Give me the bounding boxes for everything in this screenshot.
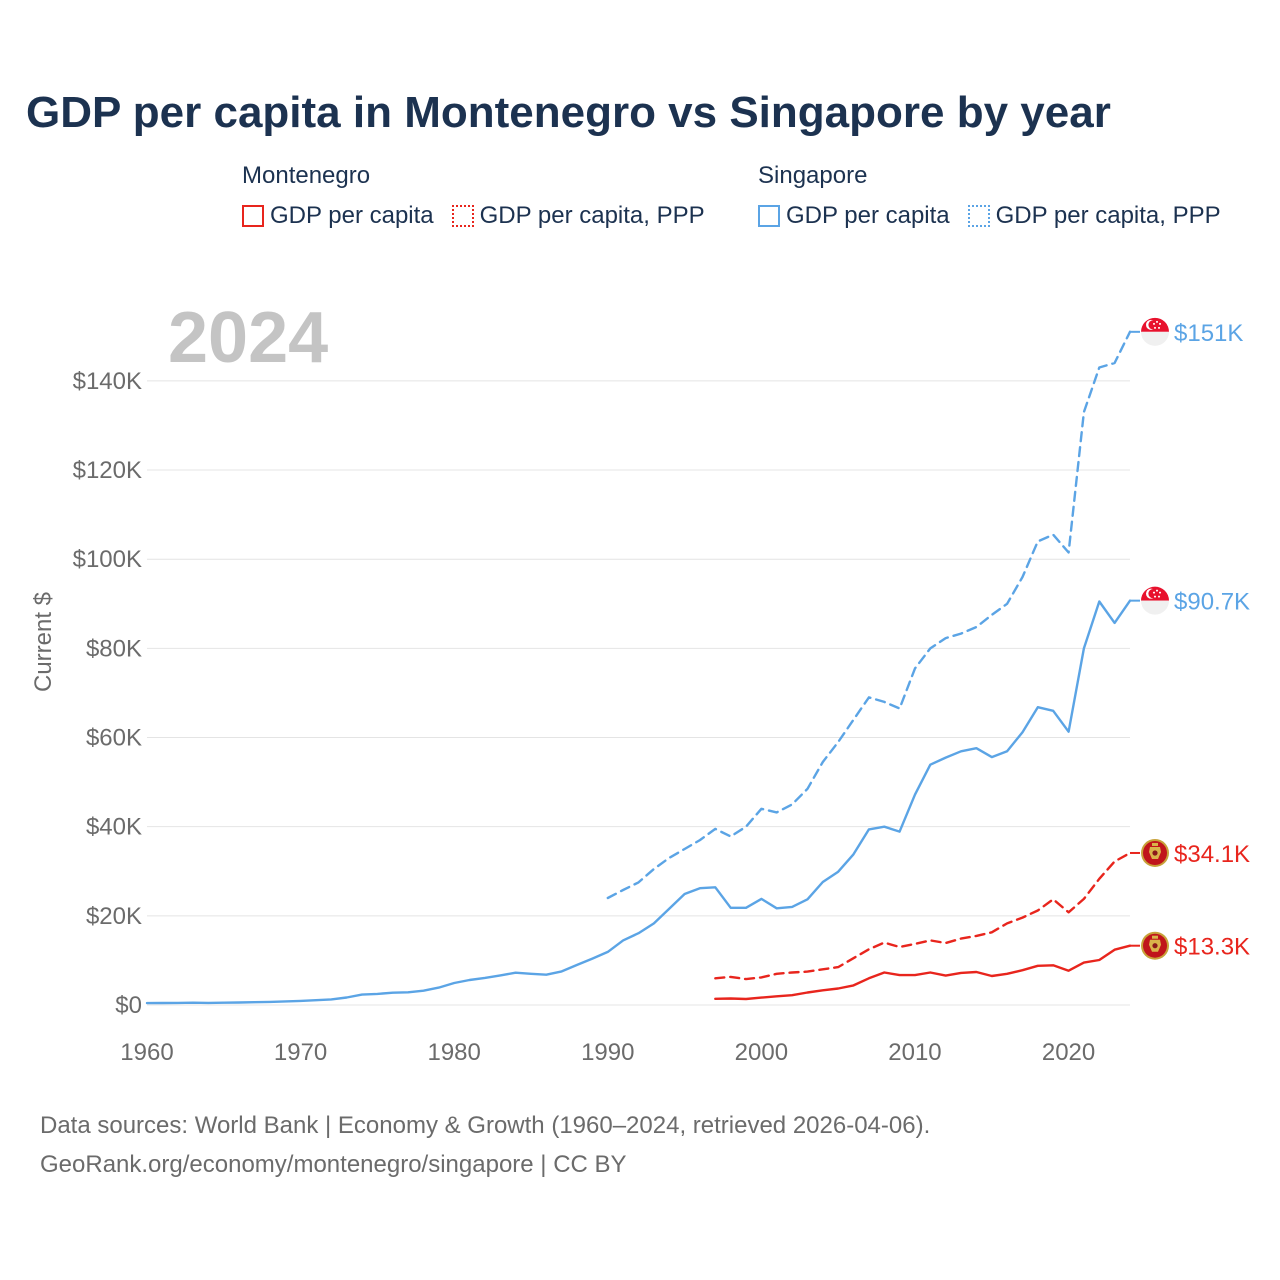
end-value-label: $90.7K (1174, 589, 1250, 616)
y-tick-label: $60K (86, 725, 142, 752)
legend-label: GDP per capita (786, 202, 950, 229)
legend-label: GDP per capita (270, 202, 434, 229)
legend-singapore-gdp[interactable]: GDP per capita (758, 202, 950, 230)
legend-label: GDP per capita, PPP (995, 202, 1221, 229)
legend-swatch-solid-icon (242, 205, 264, 227)
y-axis-label: Current $ (30, 592, 57, 692)
legend-singapore: Singapore GDP per capita GDP per capita,… (758, 162, 1221, 230)
x-tick-label: 1970 (274, 1039, 327, 1066)
chart-title: GDP per capita in Montenegro vs Singapor… (26, 88, 1111, 137)
x-tick-label: 1990 (581, 1039, 634, 1066)
series-line-singapore-gdp-per-capita[interactable] (145, 599, 1132, 1005)
y-tick-label: $140K (73, 368, 142, 395)
montenegro-flag-icon (1141, 931, 1169, 960)
legend-swatch-solid-icon (758, 205, 780, 227)
legend-swatch-dotted-icon (967, 205, 990, 227)
x-tick-label: 1960 (120, 1039, 173, 1066)
legend-montenegro: Montenegro GDP per capita GDP per capita… (242, 162, 705, 230)
x-tick-label: 2020 (1042, 1039, 1095, 1066)
series-line-singapore-gdp-per-capita-ppp[interactable] (606, 330, 1132, 900)
attribution-link[interactable]: GeoRank.org/economy/montenegro/singapore… (40, 1151, 627, 1178)
legend-label: GDP per capita, PPP (479, 202, 705, 229)
end-value-label: $151K (1174, 320, 1243, 347)
legend-swatch-dotted-icon (451, 205, 474, 227)
x-tick-label: 2010 (888, 1039, 941, 1066)
legend-montenegro-gdp-ppp[interactable]: GDP per capita, PPP (451, 202, 705, 230)
source-line: Data sources: World Bank | Economy & Gro… (40, 1112, 931, 1139)
x-tick-label: 2000 (735, 1039, 788, 1066)
singapore-flag-icon (1141, 317, 1169, 346)
y-tick-label: $20K (86, 903, 142, 930)
singapore-flag-icon (1141, 586, 1169, 615)
y-tick-label: $0 (115, 992, 142, 1019)
chart-plot: 2024 $0 $20K $40K $60K $80K $100K $120K $140K 19… (30, 298, 1250, 1066)
y-tick-label: $120K (73, 457, 142, 484)
y-tick-label: $100K (73, 546, 142, 573)
year-watermark: 2024 (168, 298, 328, 378)
series-line-montenegro-gdp-per-capita-ppp[interactable] (714, 851, 1132, 981)
legend-montenegro-gdp[interactable]: GDP per capita (242, 202, 434, 230)
y-tick-label: $80K (86, 635, 142, 662)
y-tick-label: $40K (86, 814, 142, 841)
legend-montenegro-title: Montenegro (242, 162, 371, 189)
end-value-label: $34.1K (1174, 841, 1250, 868)
data-sources: Data sources: World Bank | Economy & Gro… (40, 1106, 930, 1184)
end-value-label: $13.3K (1174, 934, 1250, 961)
x-tick-label: 1980 (427, 1039, 480, 1066)
series-line-montenegro-gdp-per-capita[interactable] (714, 944, 1132, 1001)
montenegro-flag-icon (1141, 838, 1169, 867)
legend-singapore-gdp-ppp[interactable]: GDP per capita, PPP (967, 202, 1221, 230)
legend-singapore-title: Singapore (758, 162, 868, 189)
